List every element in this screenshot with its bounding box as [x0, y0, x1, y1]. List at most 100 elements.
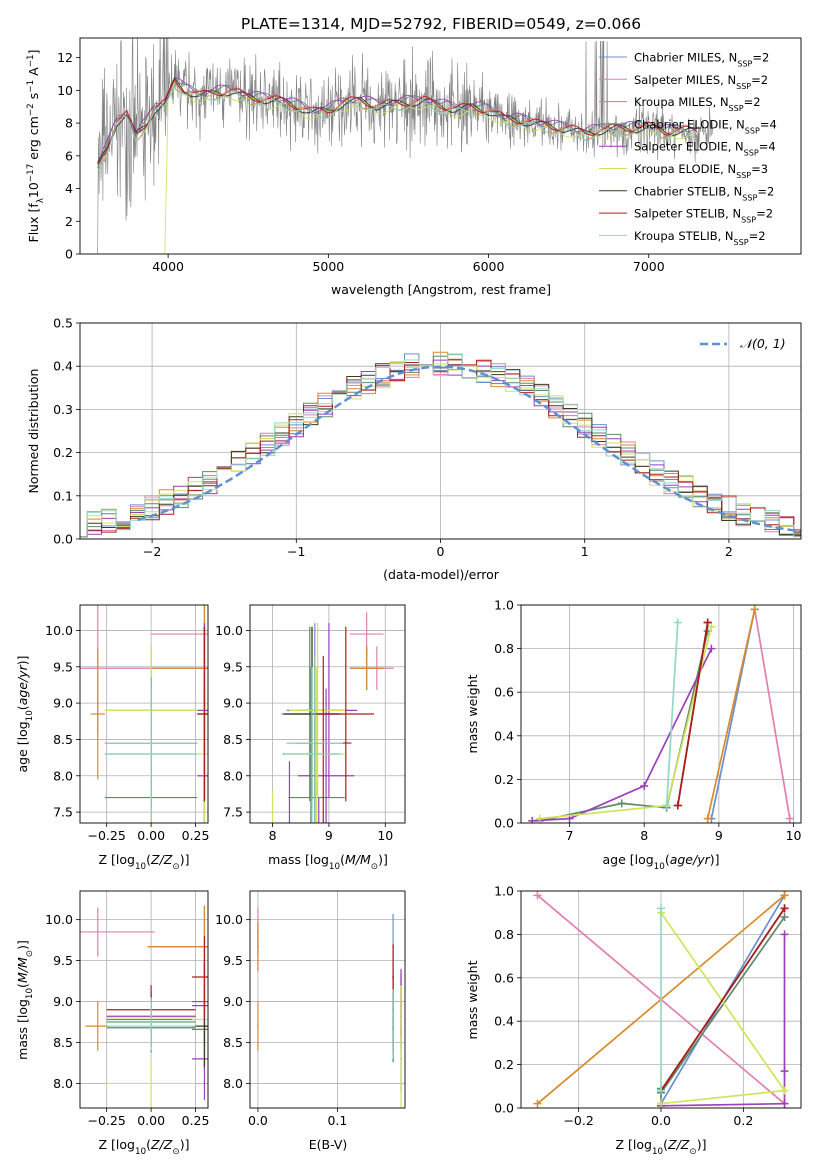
weight-line	[665, 622, 679, 806]
y-tick-label: 0.0	[494, 816, 514, 831]
y-tick-label: 9.5	[223, 953, 243, 968]
weight-marker	[780, 930, 789, 939]
weight-marker	[617, 799, 626, 808]
x-axis-label: Z [log10(Z/Z⊙)]	[99, 852, 190, 872]
weight-line	[660, 916, 786, 1106]
legend-label: Chabrier ELODIE, NSSP=4	[634, 117, 777, 135]
legend-label: Chabrier STELIB, NSSP=2	[634, 184, 774, 202]
weight-line	[532, 648, 713, 822]
y-tick-label: 9.0	[53, 994, 73, 1009]
x-axis-label: (data-model)/error	[383, 567, 500, 582]
axes-frame	[79, 322, 802, 540]
legend-label: Salpeter MILES, NSSP=2	[634, 73, 768, 91]
y-tick-label: 0	[65, 247, 73, 262]
x-tick-label: 7	[566, 828, 574, 843]
legend-label: Chabrier MILES, NSSP=2	[634, 51, 769, 69]
y-tick-label: 0.4	[494, 1014, 514, 1029]
plot-area-weight-z	[533, 891, 789, 1108]
weight-marker	[703, 814, 712, 823]
plot-area-mass-ebv	[257, 907, 402, 1108]
y-tick-label: 0.6	[494, 685, 514, 700]
weight-line	[676, 622, 709, 806]
axes-frame	[520, 604, 802, 824]
x-tick-label: 0.0	[248, 1113, 268, 1128]
panel-age-mass: 8 9 10 7.5 8.0 8.5 9.0 9.5 10.0 mass [log10(M/M⊙)…	[215, 604, 406, 872]
legend-label: 𝒩(0, 1)	[740, 336, 786, 351]
y-tick-label: 10.0	[215, 912, 243, 927]
x-tick-label: 9	[715, 828, 723, 843]
y-tick-label: 10.0	[45, 912, 73, 927]
normal-distribution-curve	[137, 365, 801, 533]
plot-area-mass-z	[80, 905, 208, 1108]
y-tick-label: 4	[65, 181, 73, 196]
y-tick-label: 8.5	[53, 1035, 73, 1050]
x-tick-label: 8	[640, 828, 648, 843]
y-tick-label: 0.4	[494, 728, 514, 743]
y-tick-label: 0.1	[53, 488, 73, 503]
weight-marker	[657, 1086, 665, 1095]
y-tick-label: 0.0	[53, 532, 73, 547]
legend-label: Salpeter ELODIE, NSSP=4	[634, 140, 776, 158]
model-spectrum-7	[97, 79, 698, 165]
x-axis-label: wavelength [Angstrom, rest frame]	[331, 282, 551, 297]
x-tick-label: 0	[437, 544, 445, 559]
x-tick-label: 1	[581, 544, 589, 559]
y-tick-label: 0.2	[494, 772, 514, 787]
plot-area-weight-age	[528, 605, 794, 823]
y-tick-label: 0.5	[53, 316, 73, 331]
y-tick-label: 7.5	[223, 805, 243, 820]
weight-marker	[673, 618, 682, 627]
y-axis-label: mass weight	[465, 960, 480, 1039]
weight-line	[660, 934, 786, 1107]
legend-label: Salpeter STELIB, NSSP=2	[634, 207, 773, 225]
y-tick-label: 0.8	[494, 927, 514, 942]
y-tick-label: 0.2	[494, 1057, 514, 1072]
weight-marker	[780, 1067, 789, 1076]
y-tick-label: 0.2	[53, 445, 73, 460]
x-tick-label: 0.0	[651, 1113, 671, 1128]
y-tick-label: 10.0	[45, 623, 73, 638]
weight-marker	[535, 814, 544, 823]
y-axis-label: mass weight	[465, 674, 480, 753]
axes-frame	[79, 604, 209, 824]
x-tick-label: 10	[377, 828, 393, 843]
legend-label: Kroupa MILES, NSSP=2	[634, 95, 761, 113]
panel-weight-age: 7 8 9 10 0.0 0.2 0.4 0.6 0.8 1.0 age [log10(age/yr…	[465, 598, 802, 873]
weight-marker	[657, 904, 665, 913]
axes-frame	[79, 37, 802, 255]
residual-histogram-7	[80, 359, 801, 538]
x-tick-label: 0.2	[733, 1113, 753, 1128]
y-tick-label: 9.5	[53, 659, 73, 674]
y-tick-label: 6	[65, 148, 73, 163]
panel-residuals: −2 −1 0 1 2 0.0 0.1 0.2 0.3 0.4 0.5 𝒩(0, 1) (data-mo…	[26, 316, 802, 582]
plot-area-spectrum	[97, 38, 714, 254]
y-axis-label: Flux [fλ10−17 erg cm−2 s−1 A−1]	[26, 50, 46, 243]
weight-line	[539, 631, 709, 822]
y-tick-label: 0.3	[53, 402, 73, 417]
x-tick-label: 10	[786, 828, 802, 843]
x-tick-label: −2	[143, 544, 161, 559]
y-tick-label: 8.5	[53, 732, 73, 747]
model-spectrum-5	[97, 81, 698, 254]
x-tick-label: 2	[725, 544, 733, 559]
weight-marker	[780, 913, 789, 922]
y-tick-label: 12	[57, 50, 73, 65]
plot-area-age-mass	[271, 612, 394, 823]
y-tick-label: 8.0	[53, 768, 73, 783]
observed-spectrum	[97, 38, 714, 254]
weight-line	[753, 609, 791, 819]
weight-marker	[707, 644, 716, 653]
residual-histogram-5	[80, 362, 801, 538]
x-axis-label: age [log10(age/yr)]	[602, 852, 719, 872]
weight-marker	[673, 801, 682, 810]
y-tick-label: 10	[57, 83, 73, 98]
weight-line	[660, 912, 787, 1105]
x-axis-label: E(B-V)	[309, 1137, 348, 1152]
y-tick-label: 0.0	[494, 1101, 514, 1116]
x-tick-label: −1	[287, 544, 305, 559]
panel-mass-z: −0.25 0.00 0.25 8.0 8.5 9.0 9.5 10.0 Z [log10(Z/…	[15, 890, 209, 1157]
y-tick-label: 9.0	[223, 994, 243, 1009]
panel-spectrum: 4000 5000 6000 7000 0 2 4 6 8 10 12 Chabrier MILES,…	[26, 37, 802, 297]
y-tick-label: 9.0	[223, 696, 243, 711]
weight-marker	[657, 1099, 665, 1108]
